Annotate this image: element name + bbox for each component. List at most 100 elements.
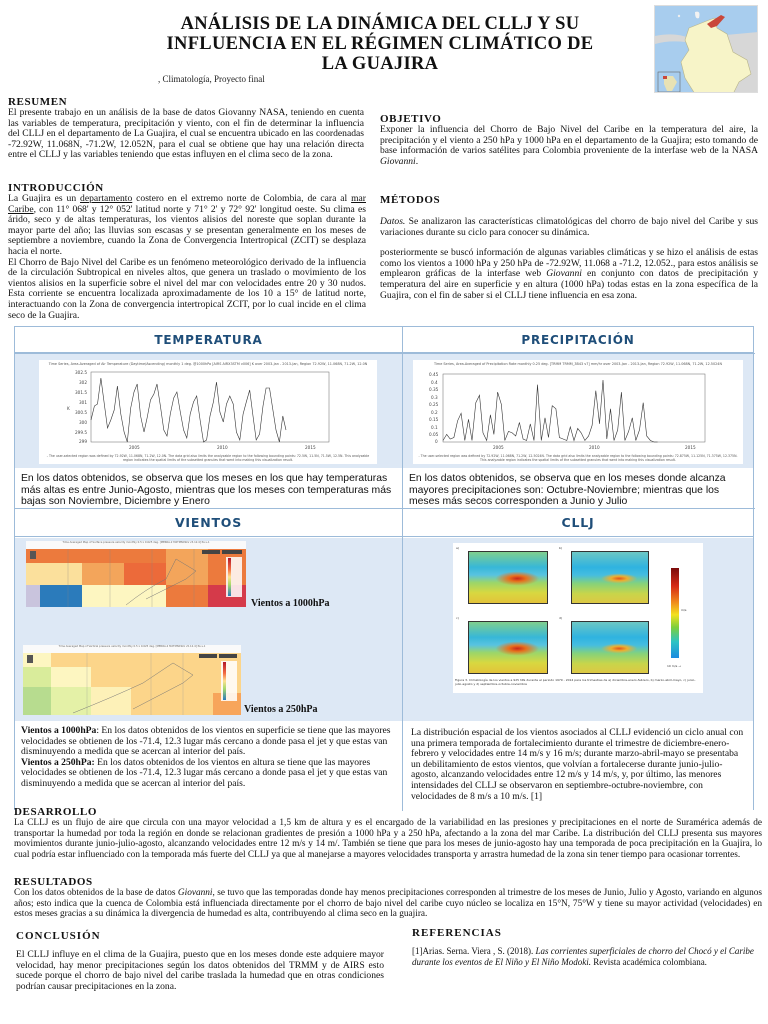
resultados-heading: RESULTADOS bbox=[14, 876, 93, 888]
objetivo-text-part: . bbox=[415, 155, 419, 167]
cllj-figure-caption: Figura 3. Climatología de los vientos a … bbox=[455, 678, 696, 686]
caption-250-label: Vientos a 250hPa: bbox=[21, 756, 95, 768]
cllj-map-son bbox=[571, 621, 649, 674]
cllj-map-mam bbox=[571, 551, 649, 604]
precipitation-chart-footer: - The user-selected region was defined b… bbox=[418, 454, 738, 462]
section-desarrollo: DESARROLLO La CLLJ es un flujo de aire q… bbox=[14, 806, 762, 860]
colombia-map-icon bbox=[655, 6, 757, 92]
conclusion-heading: CONCLUSIÓN bbox=[16, 930, 101, 942]
section-objetivo: OBJETIVO Exponer la influencia del Chorr… bbox=[380, 113, 758, 167]
cllj-colorbar-unit: m/s bbox=[681, 608, 687, 612]
referencias-heading: REFERENCIAS bbox=[412, 927, 502, 939]
panel-vientos-body: Time Averaged Map of Surface pressure ve… bbox=[15, 538, 402, 721]
metodos-text-part: Se analizaron las características climat… bbox=[380, 216, 758, 238]
resumen-heading: RESUMEN bbox=[8, 96, 68, 108]
wind-1000hpa-heatmap bbox=[26, 549, 246, 607]
temperature-chart-title: Time Series, Area-Averaged of Air Temper… bbox=[48, 362, 368, 366]
cllj-map-jja bbox=[468, 621, 548, 674]
poster-subtitle: , Climatología, Proyecto final bbox=[158, 74, 265, 84]
objetivo-text-part: Exponer la influencia del Chorro de Bajo… bbox=[380, 124, 758, 157]
svg-text:2010: 2010 bbox=[589, 445, 600, 450]
section-conclusion: CONCLUSIÓN El CLLJ influye en el clima d… bbox=[16, 930, 384, 992]
svg-text:301: 301 bbox=[79, 400, 87, 405]
reference-1: [1]Arias. Serna. Viera , S. (2018). Las … bbox=[412, 946, 758, 967]
section-referencias: REFERENCIAS [1]Arias. Serna. Viera , S. … bbox=[412, 927, 758, 967]
temperature-chart-footer: - The user-selected region was defined b… bbox=[46, 454, 370, 462]
panel-cllj-body: a) b) c) d) m/s 10 m/s → Figura 3. Clima… bbox=[403, 538, 753, 721]
objetivo-heading: OBJETIVO bbox=[380, 113, 442, 125]
panel-temperatura-caption: En los datos obtenidos, se observa que l… bbox=[15, 469, 402, 507]
panel-row-divider bbox=[15, 353, 755, 354]
link-departamento[interactable]: departamento bbox=[80, 193, 133, 204]
svg-text:0.05: 0.05 bbox=[429, 432, 439, 437]
svg-text:2005: 2005 bbox=[129, 445, 140, 450]
resumen-text: El presente trabajo en un análisis de la… bbox=[8, 107, 364, 161]
label-vientos-1000hpa: Vientos a 1000hPa bbox=[251, 598, 330, 609]
intro-text: La Guajira es un bbox=[8, 193, 81, 204]
metodos-giovanni: Giovanni bbox=[546, 268, 582, 280]
precipitation-chart-title: Time Series, Area-Averaged of Precipitat… bbox=[434, 362, 722, 366]
svg-text:0.4: 0.4 bbox=[431, 380, 438, 385]
svg-text:299: 299 bbox=[79, 439, 87, 444]
panel-cllj-heading: CLLJ bbox=[403, 509, 753, 537]
results-panel-grid: TEMPERATURA Time Series, Area-Averaged o… bbox=[14, 326, 755, 811]
svg-text:302.5: 302.5 bbox=[75, 370, 87, 375]
svg-text:0.15: 0.15 bbox=[429, 417, 439, 422]
label-vientos-250hpa: Vientos a 250hPa bbox=[244, 704, 318, 715]
svg-text:302: 302 bbox=[79, 380, 87, 385]
panel-temperatura-heading: TEMPERATURA bbox=[15, 327, 402, 353]
wind-250hpa-map-title: Time Averaged Map of Vertical pressure v… bbox=[23, 645, 241, 653]
svg-text:300.5: 300.5 bbox=[75, 410, 87, 415]
caption-vientos-1000: Vientos a 1000hPa: En los datos obtenido… bbox=[21, 725, 396, 758]
section-metodos: MÉTODOS Datos. Se analizaron las caracte… bbox=[380, 194, 758, 301]
svg-text:0.35: 0.35 bbox=[429, 387, 439, 392]
cllj-scale-footer: 10 m/s → bbox=[667, 664, 681, 668]
resultados-giovanni: Giovanni bbox=[177, 888, 213, 898]
title-line-1: ANÁLISIS DE LA DINÁMICA DEL CLLJ Y SU bbox=[180, 14, 580, 34]
cllj-climatology-figure: a) b) c) d) m/s 10 m/s → Figura 3. Clima… bbox=[453, 543, 703, 693]
metodos-text-part: posteriormente se buscó información de a… bbox=[380, 247, 758, 280]
title-line-2: INFLUENCIA EN EL RÉGIMEN CLIMÁTICO DE bbox=[166, 34, 594, 54]
svg-text:K: K bbox=[67, 406, 70, 411]
resultados-text-part: , se tuvo que las temporadas donde hay m… bbox=[14, 888, 763, 920]
objetivo-text-italic: Giovanni bbox=[380, 155, 416, 167]
reference-1-authors: [1]Arias. Serna. Viera , S. (2018). bbox=[412, 946, 536, 956]
precipitation-line-plot: 0.45 0.4 0.35 0.3 0.25 0.2 0.15 0.1 0.05 0 2005 20… bbox=[429, 372, 706, 450]
section-resultados: RESULTADOS Con los datos obtenidos de la… bbox=[14, 876, 762, 920]
metodos-text-part: en conjunto con datos de precipitación y… bbox=[380, 268, 758, 301]
metodos-paragraph-1: Datos. Se analizaron las características… bbox=[380, 216, 758, 238]
svg-text:2005: 2005 bbox=[493, 445, 504, 450]
wind-1000hpa-map-title: Time Averaged Map of Surface pressure ve… bbox=[26, 541, 246, 549]
introduccion-paragraph-1: La Guajira es un departamento costero en… bbox=[8, 193, 366, 258]
metodos-paragraph-2: posteriormente se buscó información de a… bbox=[380, 247, 758, 301]
svg-text:299.5: 299.5 bbox=[75, 430, 87, 435]
svg-text:300: 300 bbox=[79, 420, 87, 425]
link-mar-caribe[interactable]: mar Caribe bbox=[8, 193, 366, 215]
wind-250hpa-heatmap bbox=[23, 653, 241, 715]
caption-1000-text: : En los datos obtenidos de los vientos … bbox=[21, 725, 391, 758]
svg-text:301.5: 301.5 bbox=[75, 390, 87, 395]
intro-text: , con 11° 068' y 12° 052' latitud norte … bbox=[8, 203, 366, 257]
svg-text:0.45: 0.45 bbox=[429, 372, 439, 377]
cllj-panel-label-b: b) bbox=[559, 546, 563, 550]
panel-cllj-caption: La distribución espacial de los vientos … bbox=[403, 722, 753, 810]
metodos-heading: MÉTODOS bbox=[380, 194, 441, 206]
colombia-locator-map bbox=[654, 5, 758, 93]
temperature-series-line bbox=[90, 377, 287, 443]
panel-vientos-caption: Vientos a 1000hPa: En los datos obtenido… bbox=[15, 722, 402, 810]
panel-divider bbox=[15, 508, 755, 509]
panel-precipitacion-heading: PRECIPITACIÓN bbox=[403, 327, 753, 353]
introduccion-heading: INTRODUCCIÓN bbox=[8, 182, 104, 194]
caption-250-text: En los datos obtenidos de los vientos en… bbox=[21, 756, 388, 789]
reference-1-title: Las corrientes superficiales de chorro d… bbox=[412, 946, 754, 967]
panel-precipitacion-body: Time Series, Area-Averaged of Precipitat… bbox=[403, 354, 753, 468]
reference-1-journal: Revista académica colombiana. bbox=[590, 956, 707, 967]
conclusion-text: El CLLJ influye en el clima de la Guajir… bbox=[16, 949, 384, 992]
svg-text:2015: 2015 bbox=[305, 445, 316, 450]
cllj-wind-speed-colorbar bbox=[671, 568, 679, 658]
panel-precipitacion-caption: En los datos obtenidos, se observa que e… bbox=[403, 469, 753, 507]
cllj-panel-label-c: c) bbox=[456, 616, 459, 620]
svg-text:0.3: 0.3 bbox=[431, 395, 438, 400]
svg-text:2015: 2015 bbox=[685, 445, 696, 450]
desarrollo-heading: DESARROLLO bbox=[14, 806, 98, 818]
